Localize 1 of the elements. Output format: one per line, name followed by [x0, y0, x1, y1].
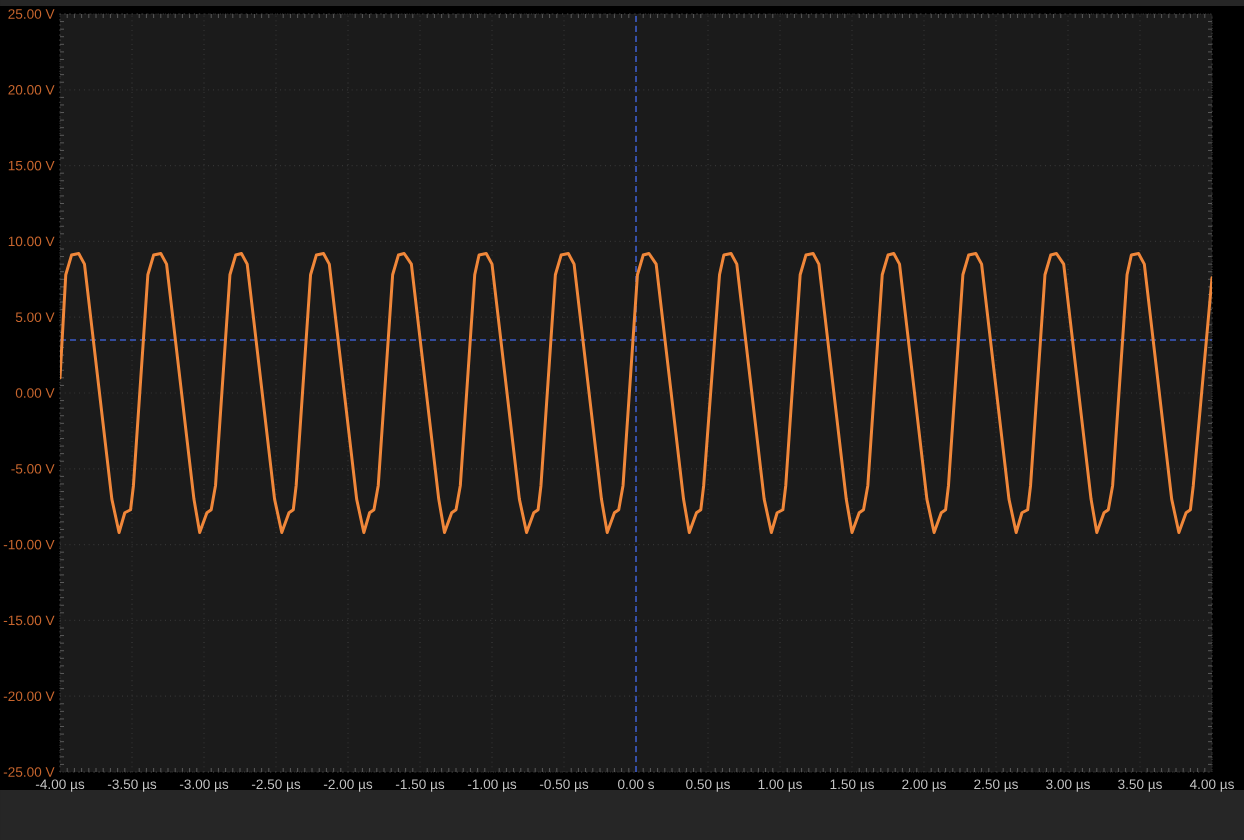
line-series	[60, 252, 1212, 534]
